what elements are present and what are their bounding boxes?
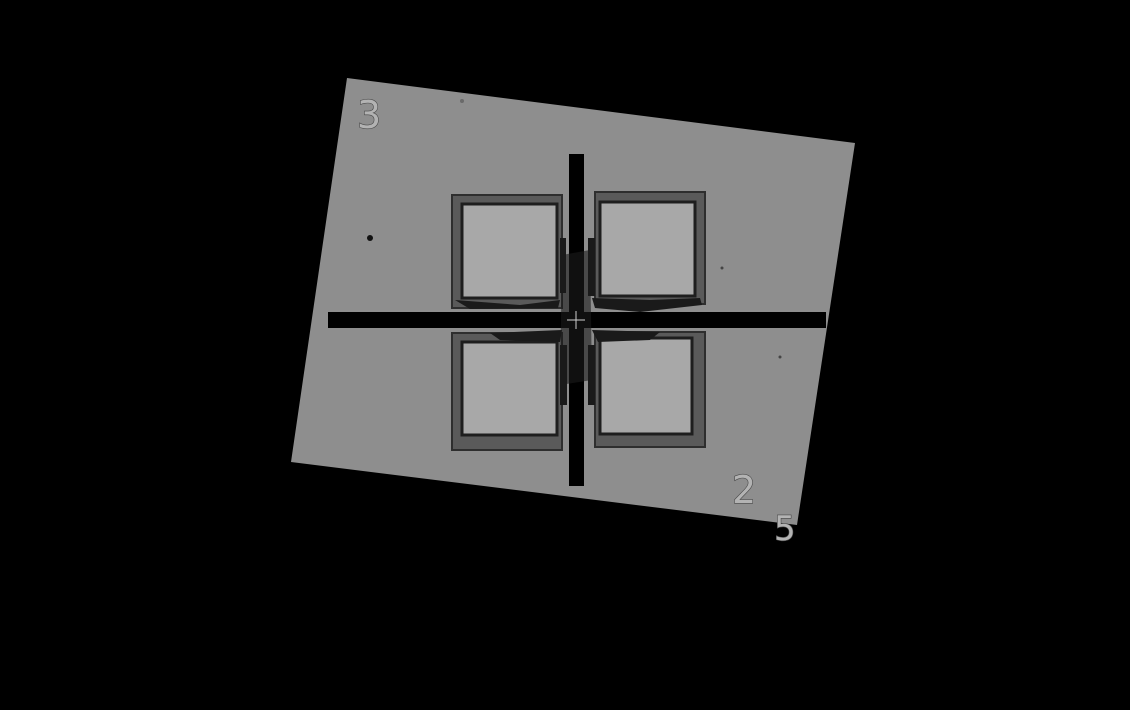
dust-particle bbox=[460, 99, 464, 103]
grid-label-top-left: 3 bbox=[357, 93, 381, 137]
grid-label-corner-partial: 5 bbox=[774, 509, 796, 549]
crosshair-cursor-icon bbox=[567, 311, 585, 329]
window-top-right[interactable] bbox=[588, 191, 706, 312]
window-bottom-right[interactable] bbox=[588, 330, 706, 448]
dust-particle bbox=[720, 266, 724, 270]
grid-label-bottom-right: 2 bbox=[732, 468, 756, 512]
dust-particle bbox=[778, 355, 782, 359]
dust-particle bbox=[367, 235, 373, 241]
window-bottom-left[interactable] bbox=[451, 330, 567, 451]
window-top-left[interactable] bbox=[451, 194, 566, 309]
